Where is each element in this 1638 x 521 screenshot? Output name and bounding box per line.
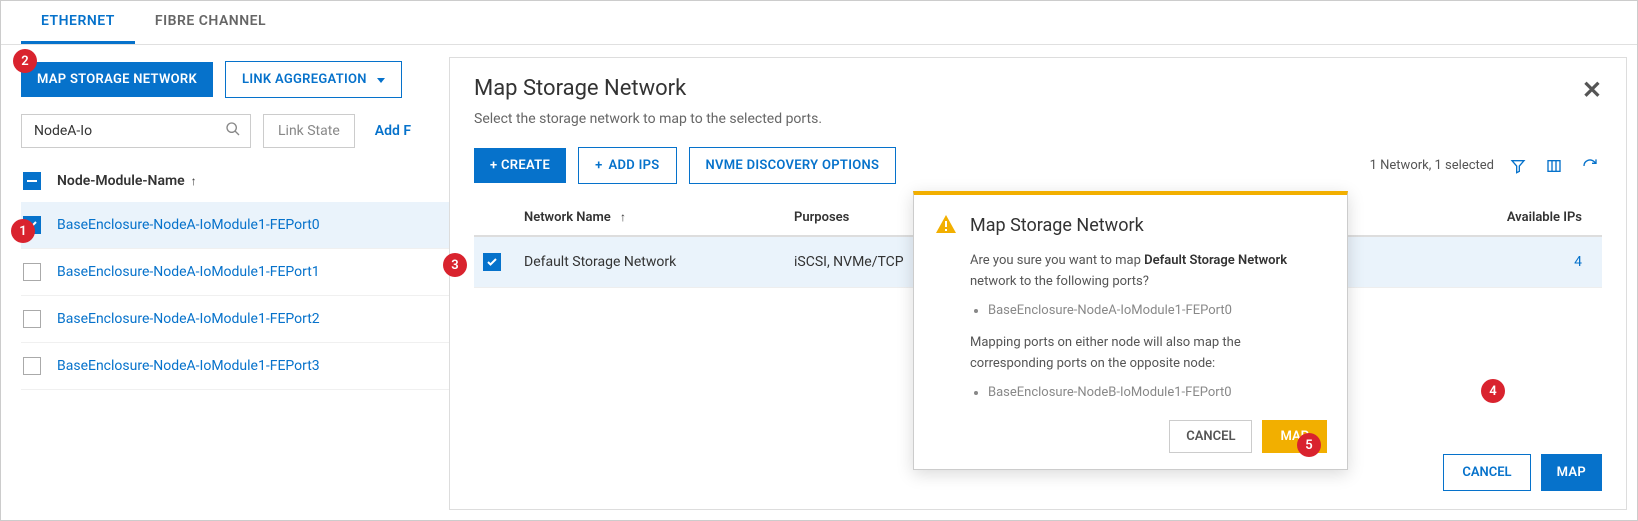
search-icon[interactable] xyxy=(225,121,241,141)
sort-ascending-icon: ↑ xyxy=(620,210,626,224)
plus-icon: + xyxy=(595,158,602,173)
dialog-text-bold: Default Storage Network xyxy=(1144,253,1287,268)
tab-ethernet[interactable]: ETHERNET xyxy=(21,1,135,44)
callout-2: 2 xyxy=(13,49,37,73)
row-checkbox[interactable] xyxy=(21,308,43,330)
dialog-body: Are you sure you want to map Default Sto… xyxy=(970,251,1327,404)
callout-4: 4 xyxy=(1481,379,1505,403)
panel-toolbar: + CREATE + ADD IPS NVME DISCOVERY OPTIONS… xyxy=(474,147,1602,184)
column-node-module-name[interactable]: Node-Module-Name xyxy=(57,173,185,189)
map-button[interactable]: MAP xyxy=(1541,454,1602,491)
refresh-icon[interactable] xyxy=(1578,154,1602,178)
link-aggregation-label: LINK AGGREGATION xyxy=(242,72,367,87)
dialog-port-item: BaseEnclosure-NodeB-IoModule1-FEPort0 xyxy=(988,383,1327,404)
row-checkbox[interactable] xyxy=(21,355,43,377)
cancel-button[interactable]: CANCEL xyxy=(1443,454,1530,491)
callout-3: 3 xyxy=(443,253,467,277)
callout-1: 1 xyxy=(11,219,35,243)
link-state-filter[interactable]: Link State xyxy=(263,114,355,148)
filter-icon[interactable] xyxy=(1506,154,1530,178)
callout-5: 5 xyxy=(1297,433,1321,457)
row-checkbox[interactable] xyxy=(481,251,503,273)
select-all-checkbox[interactable] xyxy=(21,170,43,192)
tab-fibre-channel[interactable]: FIBRE CHANNEL xyxy=(135,1,286,44)
link-aggregation-button[interactable]: LINK AGGREGATION xyxy=(225,61,402,98)
selection-summary: 1 Network, 1 selected xyxy=(1370,158,1494,173)
port-name[interactable]: BaseEnclosure-NodeA-IoModule1-FEPort1 xyxy=(57,264,320,280)
port-name[interactable]: BaseEnclosure-NodeA-IoModule1-FEPort0 xyxy=(57,217,320,233)
close-icon[interactable]: ✕ xyxy=(1582,76,1602,104)
panel-footer: CANCEL MAP xyxy=(1443,454,1602,491)
dialog-text: network to the following ports? xyxy=(970,274,1149,289)
columns-icon[interactable] xyxy=(1542,154,1566,178)
dialog-port-item: BaseEnclosure-NodeA-IoModule1-FEPort0 xyxy=(988,301,1327,322)
add-filter-link[interactable]: Add F xyxy=(375,123,411,139)
add-ips-label: ADD IPS xyxy=(609,158,660,173)
port-name[interactable]: BaseEnclosure-NodeA-IoModule1-FEPort2 xyxy=(57,311,320,327)
dialog-cancel-button[interactable]: CANCEL xyxy=(1169,420,1252,453)
dialog-title: Map Storage Network xyxy=(970,215,1144,236)
search-box xyxy=(21,114,251,148)
port-name[interactable]: BaseEnclosure-NodeA-IoModule1-FEPort3 xyxy=(57,358,320,374)
chevron-down-icon xyxy=(373,72,385,87)
row-checkbox[interactable] xyxy=(21,261,43,283)
create-button[interactable]: + CREATE xyxy=(474,148,566,183)
column-network-name[interactable]: Network Name xyxy=(524,210,611,225)
confirm-dialog: Map Storage Network Are you sure you wan… xyxy=(913,191,1348,470)
dialog-text: Are you sure you want to map xyxy=(970,253,1144,268)
tabs: ETHERNET FIBRE CHANNEL xyxy=(1,1,1637,45)
create-label: CREATE xyxy=(501,158,550,173)
map-storage-network-button[interactable]: MAP STORAGE NETWORK xyxy=(21,62,213,97)
sort-ascending-icon: ↑ xyxy=(191,174,197,188)
network-name: Default Storage Network xyxy=(524,254,794,270)
dialog-text: Mapping ports on either node will also m… xyxy=(970,333,1327,375)
plus-icon: + xyxy=(490,158,501,173)
add-ips-button[interactable]: + ADD IPS xyxy=(578,147,676,184)
nvme-discovery-button[interactable]: NVME DISCOVERY OPTIONS xyxy=(689,147,897,184)
warning-icon xyxy=(934,213,958,237)
dialog-footer: CANCEL MAP xyxy=(934,420,1327,453)
panel-title: Map Storage Network xyxy=(474,76,822,101)
search-input[interactable] xyxy=(21,114,251,148)
panel-subtitle: Select the storage network to map to the… xyxy=(474,111,822,127)
